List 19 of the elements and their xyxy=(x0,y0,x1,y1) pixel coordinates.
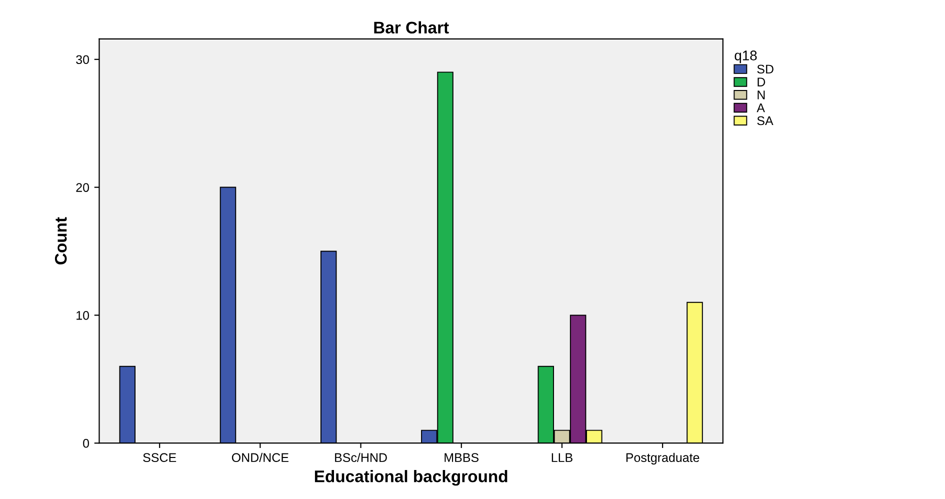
x-axis-title: Educational background xyxy=(314,470,508,486)
x-tick-label: Postgraduate xyxy=(626,452,700,464)
chart-title: Bar Chart xyxy=(374,21,449,34)
legend-label: SA xyxy=(757,116,774,126)
legend-title: q18 xyxy=(734,50,757,64)
legend-label: A xyxy=(756,104,765,112)
x-tick-label: OND/NCE xyxy=(232,452,288,462)
legend-label: D xyxy=(758,78,766,86)
y-axis-title: Count xyxy=(54,217,67,264)
y-tick-label: 10 xyxy=(76,311,90,320)
x-tick-label: SSCE xyxy=(143,453,176,462)
x-tick-label: MBBS xyxy=(444,453,479,462)
y-tick-label: 0 xyxy=(83,438,90,448)
x-tick-label: BSc/HND xyxy=(335,452,387,462)
y-tick-label: 30 xyxy=(76,55,90,64)
legend-label: SD xyxy=(757,64,774,74)
y-tick-label: 20 xyxy=(76,183,90,192)
x-tick-label: LLB xyxy=(552,453,572,462)
legend-label: N xyxy=(758,90,765,100)
